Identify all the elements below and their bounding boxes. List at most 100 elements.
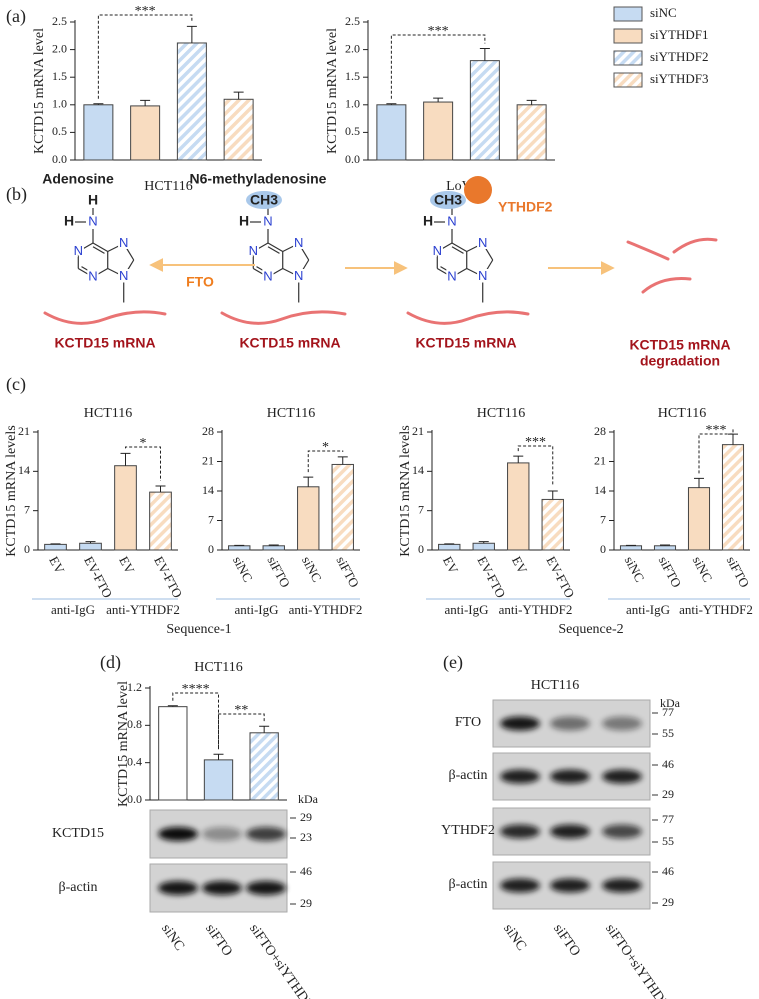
panel-label: (c) xyxy=(6,374,26,395)
bar xyxy=(507,462,530,551)
y-tick-label: 14 xyxy=(18,463,30,477)
error-bar xyxy=(433,97,444,103)
error-bar xyxy=(303,476,314,487)
chart-title: HCT116 xyxy=(84,406,132,421)
error-bar xyxy=(155,485,166,493)
significance-label: *** xyxy=(525,435,546,450)
atom-label: N xyxy=(119,268,128,283)
methyl-highlight xyxy=(430,191,466,209)
atom-label: N xyxy=(447,268,456,283)
marker-label: 46 xyxy=(662,864,674,878)
y-tick-label: 0.0 xyxy=(127,792,142,806)
group-label: anti-IgG xyxy=(444,602,488,617)
group-label: anti-YTHDF2 xyxy=(499,602,573,617)
lane-label: siFTO xyxy=(202,922,235,960)
group-label: anti-IgG xyxy=(626,602,670,617)
lane-label: siFTO+siYTHDF2 xyxy=(246,922,319,999)
y-tick-label: 7 xyxy=(600,512,606,526)
group-label: anti-YTHDF2 xyxy=(679,602,753,617)
blot-band xyxy=(158,827,198,841)
atom-label: H xyxy=(88,192,98,208)
atom-label: N xyxy=(263,268,272,283)
blot-band xyxy=(550,769,590,784)
error-bar xyxy=(386,103,397,105)
bar xyxy=(176,42,207,161)
methyl-highlight xyxy=(246,191,282,209)
methyl-label: CH3 xyxy=(434,192,462,208)
mrna-strand xyxy=(626,240,670,261)
significance-bracket xyxy=(307,450,344,473)
error-bar xyxy=(337,456,348,465)
bond xyxy=(282,242,299,253)
bond xyxy=(252,242,269,253)
significance-bracket xyxy=(218,713,265,750)
error-bar xyxy=(694,477,704,488)
y-tick-label: 2.5 xyxy=(345,14,360,28)
bond xyxy=(451,267,468,278)
kda-label: kDa xyxy=(298,792,319,806)
marker-label: 29 xyxy=(662,895,674,909)
y-tick-label: 0.0 xyxy=(52,152,67,166)
y-tick-label: 1.0 xyxy=(345,97,360,111)
error-bar xyxy=(547,490,558,500)
methyl-label: CH3 xyxy=(250,192,278,208)
bar xyxy=(619,545,643,551)
y-axis-label: KCTD15 mRNA levels xyxy=(4,425,19,556)
error-bar xyxy=(728,433,738,445)
marker-label: 29 xyxy=(300,896,312,910)
legend-swatch xyxy=(613,6,643,22)
y-tick-label: 0 xyxy=(24,542,30,556)
legend-swatch xyxy=(613,28,643,44)
bond xyxy=(267,267,284,278)
bond xyxy=(436,242,453,253)
bar xyxy=(114,465,137,551)
y-axis-label: KCTD15 mRNA level xyxy=(116,681,131,807)
bar xyxy=(149,491,172,551)
marker-label: 55 xyxy=(662,834,674,848)
marker-label: 46 xyxy=(300,864,312,878)
panel-label: (d) xyxy=(100,652,121,673)
blot-band xyxy=(246,827,286,841)
x-tick-label: siFTO xyxy=(333,554,362,590)
mrna-strand xyxy=(43,310,167,325)
error-bar xyxy=(513,455,524,463)
bond xyxy=(77,267,94,278)
significance-bracket xyxy=(97,14,193,99)
y-tick-label: 0.0 xyxy=(345,152,360,166)
lane-label: siFTO xyxy=(550,922,583,960)
chart-title: HCT116 xyxy=(477,406,525,421)
x-tick-label: siNC xyxy=(230,554,256,585)
legend-label: siYTHDF3 xyxy=(650,71,709,86)
marker-label: 46 xyxy=(662,757,674,771)
sequence-label: Sequence-2 xyxy=(558,622,623,637)
marker-label: 29 xyxy=(662,787,674,801)
panel-label: (e) xyxy=(443,652,463,673)
y-tick-label: 1.5 xyxy=(52,69,67,83)
atom-label: N xyxy=(74,243,83,258)
y-tick-label: 28 xyxy=(594,424,606,438)
lane-label: siFTO+siYTHDF2 xyxy=(602,922,675,999)
blot-band xyxy=(202,881,242,895)
error-bar xyxy=(93,103,104,105)
x-tick-label: EV xyxy=(440,554,462,577)
x-tick-label: siNC xyxy=(299,554,325,585)
error-bar xyxy=(233,91,244,100)
bar xyxy=(469,60,500,161)
bar xyxy=(516,104,547,161)
bar xyxy=(472,542,495,551)
bond xyxy=(440,266,453,274)
marker-label: 55 xyxy=(662,726,674,740)
x-tick-label: EV xyxy=(509,554,531,577)
x-tick-label: siNC xyxy=(690,554,716,585)
group-label: anti-IgG xyxy=(51,602,95,617)
atom-label: N xyxy=(249,243,258,258)
bond xyxy=(451,242,468,253)
y-tick-label: 1.2 xyxy=(127,680,142,694)
bar xyxy=(721,444,745,551)
bar xyxy=(653,545,677,551)
group-label: anti-IgG xyxy=(234,602,278,617)
mrna-label: KCTD15 mRNA xyxy=(415,335,516,351)
bond xyxy=(298,243,310,261)
diagram-label: Adenosine xyxy=(42,171,114,187)
